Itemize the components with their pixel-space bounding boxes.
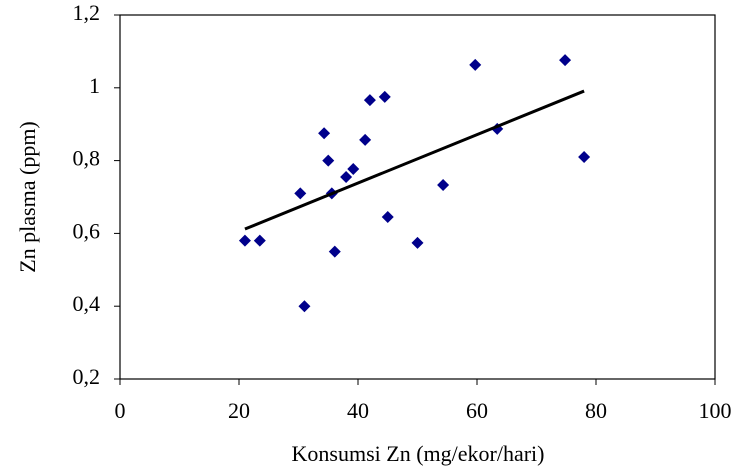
plot-area: [119, 14, 716, 380]
x-tick-label: 0: [115, 398, 126, 423]
data-point: [578, 150, 591, 163]
data-point: [359, 133, 372, 146]
data-point: [559, 54, 572, 67]
x-tick-label: 40: [347, 398, 369, 423]
y-tick-label: 0,8: [73, 146, 101, 171]
trend-line: [244, 89, 585, 231]
data-point: [469, 58, 482, 71]
y-tick-label: 0,2: [73, 364, 101, 389]
data-point: [328, 245, 341, 258]
data-point: [491, 122, 504, 135]
y-tick-label: 1: [89, 73, 100, 98]
data-point: [318, 127, 331, 140]
data-point: [381, 211, 394, 224]
data-point: [340, 170, 353, 183]
x-tick-label: 100: [699, 398, 732, 423]
y-axis-label: Zn plasma (ppm): [15, 121, 40, 273]
x-tick-label: 20: [228, 398, 250, 423]
x-axis-label: Konsumsi Zn (mg/ekor/hari): [292, 441, 545, 466]
y-tick-label: 0,6: [73, 218, 101, 243]
data-point: [437, 178, 450, 191]
data-point: [347, 162, 360, 175]
y-tick-label: 1,2: [73, 0, 101, 25]
data-point: [378, 90, 391, 103]
x-tick-label: 60: [466, 398, 488, 423]
data-point: [298, 300, 311, 313]
data-point: [253, 234, 266, 247]
y-tick-label: 0,4: [73, 291, 101, 316]
data-point: [363, 94, 376, 107]
data-point: [322, 154, 335, 167]
data-point: [238, 234, 251, 247]
x-tick-label: 80: [585, 398, 607, 423]
data-point: [294, 187, 307, 200]
data-point: [411, 236, 424, 249]
